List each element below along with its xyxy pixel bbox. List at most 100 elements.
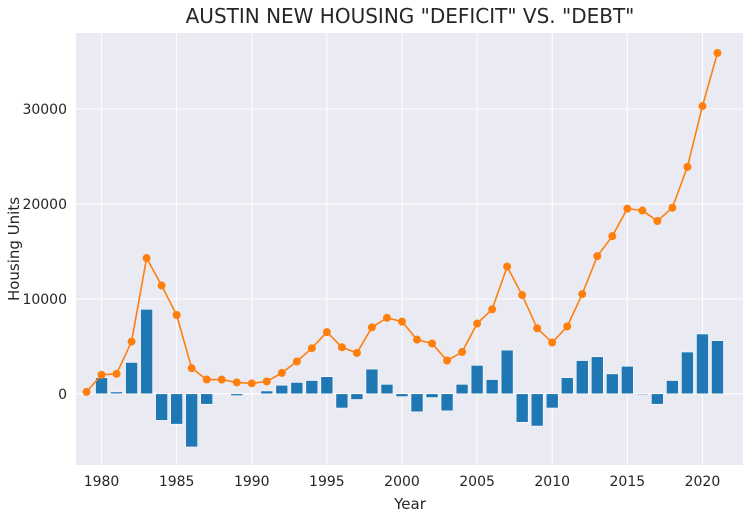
y-tick-label: 0 xyxy=(58,387,67,403)
bar xyxy=(170,393,183,425)
line-point xyxy=(503,262,512,271)
line-point xyxy=(488,305,497,314)
bar xyxy=(545,393,559,409)
bar xyxy=(275,384,289,395)
line-point xyxy=(382,313,391,322)
line-point xyxy=(548,338,557,347)
bar xyxy=(350,393,364,400)
line-point xyxy=(157,281,166,290)
line-point xyxy=(127,337,136,346)
line-point xyxy=(262,377,271,386)
line-point xyxy=(578,290,587,299)
y-tick-label: 10000 xyxy=(22,292,67,308)
y-tick-labels: 0 10000 20000 30000 xyxy=(22,102,67,403)
bar xyxy=(696,333,709,395)
line-point xyxy=(518,291,527,300)
line-point xyxy=(232,378,241,387)
line-series xyxy=(82,48,722,396)
line-point xyxy=(713,48,722,57)
bar xyxy=(666,380,679,395)
line-point xyxy=(623,204,632,213)
line-point xyxy=(292,357,301,366)
bar xyxy=(455,383,469,395)
bar xyxy=(155,393,168,421)
line-point xyxy=(352,348,361,357)
x-tick-label: 1980 xyxy=(84,474,120,490)
bar xyxy=(681,351,694,395)
bar xyxy=(380,383,394,395)
line-point xyxy=(413,335,422,344)
bar xyxy=(230,393,244,396)
line-point xyxy=(307,344,316,353)
bar xyxy=(260,390,274,395)
line-point xyxy=(142,254,151,263)
bar xyxy=(410,393,424,413)
line-point xyxy=(428,339,437,348)
x-tick-label: 2000 xyxy=(384,474,420,490)
x-tick-label: 2005 xyxy=(459,474,495,490)
y-tick-label: 30000 xyxy=(22,102,67,118)
bar xyxy=(500,349,514,395)
line-point xyxy=(97,370,106,379)
line-point xyxy=(202,375,211,384)
line-point xyxy=(638,206,647,215)
line-point xyxy=(533,324,542,333)
bar xyxy=(200,393,214,405)
bar xyxy=(125,362,138,395)
bar-series xyxy=(80,308,724,448)
bar xyxy=(575,360,589,395)
bar xyxy=(651,393,664,405)
bar xyxy=(215,393,229,395)
x-tick-label: 2010 xyxy=(534,474,570,490)
bar xyxy=(605,373,619,395)
x-tick-label: 1995 xyxy=(309,474,345,490)
line-point xyxy=(112,369,121,378)
x-tick-label: 2015 xyxy=(610,474,646,490)
bar xyxy=(470,365,484,395)
line-point xyxy=(337,343,346,352)
line-point xyxy=(322,328,331,337)
bar xyxy=(185,393,198,448)
line-point xyxy=(187,364,196,373)
x-tick-label: 1990 xyxy=(234,474,270,490)
x-axis-label: Year xyxy=(393,495,427,513)
bar xyxy=(621,365,634,395)
line-point xyxy=(668,203,677,212)
line-point xyxy=(247,379,256,388)
bar xyxy=(290,382,304,395)
bar xyxy=(590,356,604,395)
bar xyxy=(711,340,724,395)
line-point xyxy=(458,348,467,357)
line-point xyxy=(277,368,286,377)
bar xyxy=(515,393,529,423)
bar xyxy=(530,393,544,427)
line-point xyxy=(608,232,617,241)
y-tick-label: 20000 xyxy=(22,197,67,213)
bar xyxy=(636,393,649,396)
x-tick-label: 1985 xyxy=(159,474,195,490)
line-point xyxy=(82,387,91,396)
line-point xyxy=(473,319,482,328)
bar xyxy=(110,391,123,395)
bar xyxy=(485,379,499,395)
line-point xyxy=(593,252,602,261)
chart-title: AUSTIN NEW HOUSING "DEFICIT" VS. "DEBT" xyxy=(186,4,635,28)
bar xyxy=(320,376,334,395)
line-point xyxy=(563,322,572,331)
line-point xyxy=(653,216,662,225)
bar xyxy=(440,393,454,412)
bar xyxy=(140,308,153,395)
line-point xyxy=(217,375,226,384)
bar xyxy=(335,393,349,409)
bar xyxy=(560,377,574,395)
line-point xyxy=(367,323,376,332)
bar xyxy=(395,393,409,397)
line-point xyxy=(683,162,692,171)
bar xyxy=(425,393,439,398)
bar xyxy=(365,368,379,395)
line-point xyxy=(698,102,707,111)
x-tick-labels: 1980 1985 1990 1995 2000 2005 2010 2015 2020 xyxy=(84,474,721,490)
y-axis-label: Housing Units xyxy=(5,197,23,301)
x-tick-label: 2020 xyxy=(685,474,721,490)
